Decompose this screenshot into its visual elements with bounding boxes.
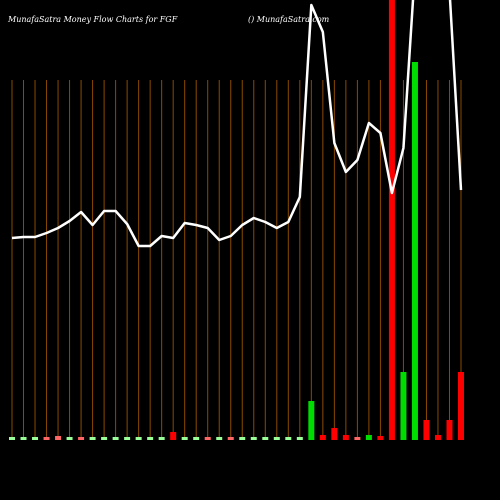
bar [331,428,338,440]
bar [423,420,430,440]
bar [458,372,464,440]
bar [400,372,407,440]
chart-title: MunafaSatra Money Flow Charts for FGF [7,15,178,24]
bar [388,0,395,440]
bar [43,437,50,440]
bar [446,420,453,440]
bar [342,435,349,440]
bar [308,401,315,440]
bar [9,437,15,440]
bar [250,437,257,440]
bar [78,437,85,440]
bar [193,437,200,440]
bar [296,437,303,440]
bar [434,435,441,440]
bar [181,437,188,440]
bar [262,437,269,440]
bar [170,432,177,440]
bar [101,437,108,440]
bar [55,436,62,440]
bar [365,435,372,440]
bar [158,437,165,440]
money-flow-line [11,0,463,248]
bar [66,437,73,440]
bar [204,437,211,440]
bar [135,437,142,440]
bar [112,437,119,440]
bar [377,436,384,440]
bar [411,62,418,440]
bar [354,437,361,440]
bar [147,437,154,440]
chart-subtitle: () MunafaSatra.com [248,15,330,24]
bar [319,435,326,440]
bar [89,437,96,440]
bar [216,437,223,440]
bar [239,437,246,440]
bar [32,437,39,440]
bar [273,437,280,440]
bar [285,437,292,440]
bar [227,437,234,440]
bar [20,437,27,440]
bar [124,437,131,440]
